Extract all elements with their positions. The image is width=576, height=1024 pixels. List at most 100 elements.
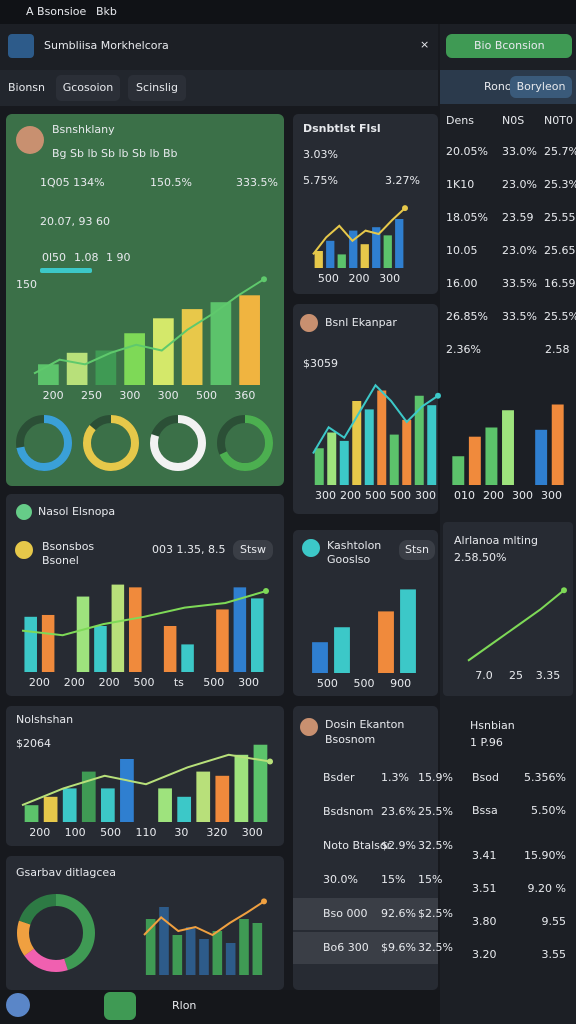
- label: Bsder: [323, 771, 355, 784]
- tab[interactable]: Gcosoion: [63, 81, 114, 94]
- tab[interactable]: Boryleon: [517, 80, 566, 93]
- x-tick-label: 250: [81, 389, 102, 402]
- x-tick-label: 500: [318, 272, 339, 285]
- fab[interactable]: [104, 992, 136, 1020]
- label: 5.356%: [524, 771, 566, 784]
- card-subtitle: Bg Sb lb Sb lb Sb lb Bb: [52, 147, 178, 160]
- label: 3.27%: [385, 174, 420, 187]
- icon: [15, 541, 33, 559]
- x-tick-label: 25: [509, 669, 523, 682]
- tab-button[interactable]: [128, 75, 186, 101]
- table-cell: 33.0%: [502, 145, 537, 158]
- list-row: [293, 932, 438, 964]
- bar: [66, 352, 88, 385]
- label: Gsarbav ditlagcea: [16, 866, 116, 879]
- label: $2.9%: [381, 839, 416, 852]
- x-tick-label: 900: [390, 677, 411, 690]
- avatar[interactable]: [6, 993, 30, 1017]
- donut: [217, 415, 273, 471]
- table-cell: 25.7%: [544, 145, 576, 158]
- table-cell: 26.85%: [446, 310, 488, 323]
- label: Bsdsnom: [323, 805, 373, 818]
- tab[interactable]: Rono: [484, 80, 512, 93]
- bar: [24, 805, 39, 822]
- bar: [172, 935, 183, 975]
- bar: [334, 627, 350, 673]
- bar: [253, 744, 268, 822]
- side-button[interactable]: [446, 34, 572, 58]
- x-tick-label: ts: [174, 676, 184, 689]
- button-label[interactable]: Stsw: [240, 543, 266, 556]
- label: Noto Btalsor: [323, 839, 392, 852]
- bar: [337, 254, 346, 268]
- label: 2.58: [545, 343, 570, 356]
- table-cell: 25.3%: [544, 178, 576, 191]
- card: [443, 522, 573, 696]
- bar: [326, 240, 335, 268]
- x-tick-label: 200: [43, 389, 64, 402]
- donut: [16, 415, 72, 471]
- line-end: [402, 205, 408, 212]
- label: 1 P.96: [470, 736, 503, 749]
- bar: [349, 230, 358, 268]
- label: Bssa: [472, 804, 498, 817]
- label: 9.55: [542, 915, 567, 928]
- bar: [76, 596, 90, 672]
- table-cell: 10.05: [446, 244, 478, 257]
- label: Bsosnom: [325, 733, 375, 746]
- x-tick-label: 500: [203, 676, 224, 689]
- label: Hsnbian: [470, 719, 515, 732]
- bar: [360, 244, 369, 268]
- label: 1Q05 134%: [40, 176, 105, 189]
- bar: [124, 333, 145, 385]
- bottom-label[interactable]: Rlon: [172, 999, 196, 1012]
- side-title[interactable]: Bio Bconsion: [474, 39, 545, 52]
- tab[interactable]: Scinslig: [136, 81, 178, 94]
- x-tick-label: 500: [365, 489, 386, 502]
- bar: [100, 788, 115, 822]
- x-tick-label: 500: [134, 676, 155, 689]
- label: Alrlanoa mlting: [454, 534, 538, 547]
- label: 2.58.50%: [454, 551, 506, 564]
- avatar: [300, 718, 318, 736]
- bar: [94, 626, 107, 672]
- x-tick-label: 200: [64, 676, 85, 689]
- x-tick-label: 300: [238, 676, 259, 689]
- bar: [38, 364, 59, 385]
- axis-label: 150: [16, 278, 37, 291]
- button-label[interactable]: Stsn: [405, 543, 429, 556]
- close-icon[interactable]: ×: [420, 38, 429, 51]
- bar: [95, 350, 117, 385]
- bar: [400, 589, 416, 673]
- button[interactable]: [399, 540, 435, 560]
- bar: [233, 587, 247, 672]
- bar: [159, 907, 169, 975]
- table-cell: 16.59: [544, 277, 576, 290]
- bar: [352, 401, 362, 485]
- trend-line: [312, 383, 439, 455]
- bar: [111, 584, 125, 672]
- bar: [239, 295, 260, 385]
- table-cell: 33.5%: [502, 310, 537, 323]
- bar: [252, 923, 263, 975]
- icon: [16, 504, 32, 520]
- table-cell: 25.55: [544, 211, 576, 224]
- bar: [378, 611, 394, 673]
- x-tick-label: 500: [390, 489, 411, 502]
- x-tick-label: 100: [65, 826, 86, 839]
- bar: [62, 788, 77, 822]
- button[interactable]: [233, 540, 273, 560]
- bar: [41, 614, 55, 672]
- label: 15%: [381, 873, 405, 886]
- tab[interactable]: Bionsn: [8, 81, 45, 94]
- tab-button[interactable]: [56, 75, 120, 101]
- x-tick-label: 30: [174, 826, 188, 839]
- tab-button[interactable]: [510, 76, 572, 98]
- label: Bsnl Ekanpar: [325, 316, 397, 329]
- card-title: Bsnshklany: [52, 123, 115, 136]
- label: 15.90%: [524, 849, 566, 862]
- x-tick-label: 010: [454, 489, 475, 502]
- bar: [239, 919, 249, 975]
